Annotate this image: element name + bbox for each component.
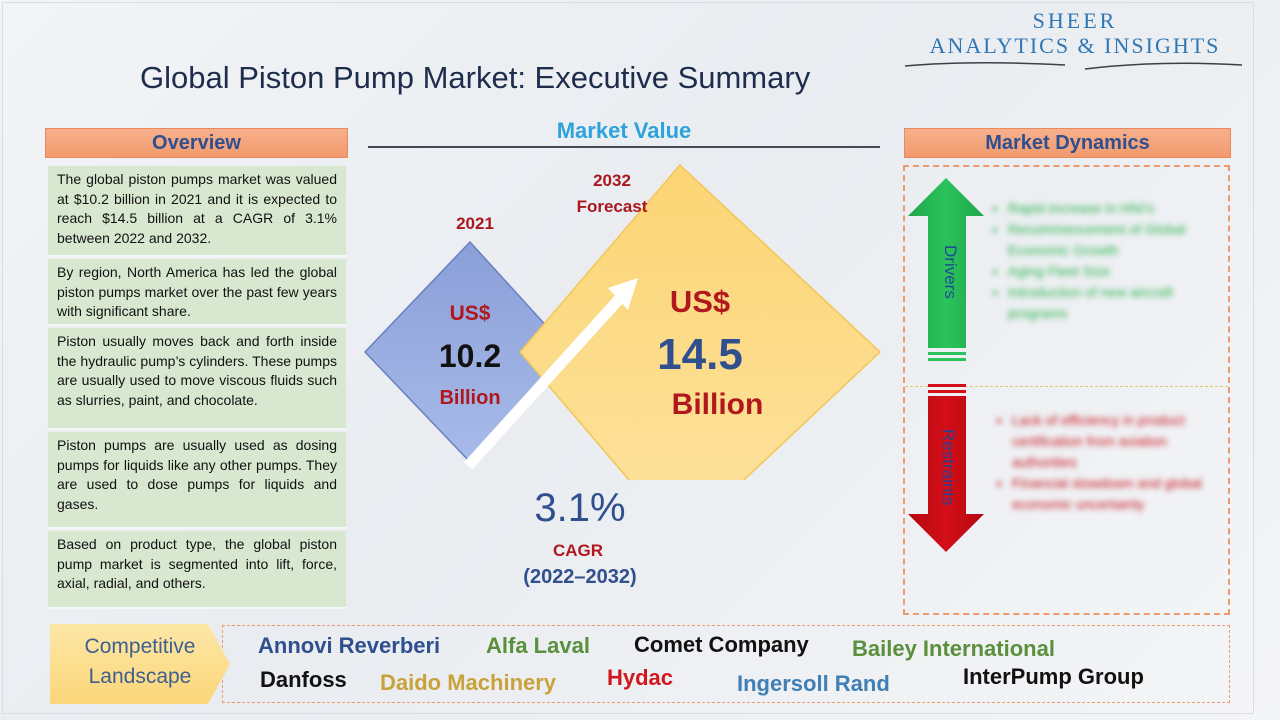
company-name: Comet Company xyxy=(634,632,809,657)
value-2032: 14.5 xyxy=(657,330,743,379)
currency-2021: US$ xyxy=(449,302,491,325)
value-2021: 10.2 xyxy=(438,338,502,374)
company-name: Annovi Reverberi xyxy=(258,633,441,658)
restraint-item: Financial slowdown and global economic u… xyxy=(1012,473,1216,515)
driver-item: Recommencement of Global Economic Growth xyxy=(1008,219,1222,261)
overview-paragraph: Piston pumps are usually used as dosing … xyxy=(48,432,346,529)
diamond-2032 xyxy=(519,163,882,480)
market-value-diagram xyxy=(363,163,882,480)
overview-paragraph: The global piston pumps market was value… xyxy=(48,166,346,257)
company-name: Daido Machinery xyxy=(380,670,557,695)
growth-arrow-head-icon xyxy=(608,278,638,310)
competitive-label-shape xyxy=(50,624,230,704)
market-dynamics-panel xyxy=(903,165,1230,615)
company-name: Alfa Laval xyxy=(486,633,590,658)
logo-line2: ANALYTICS & INSIGHTS xyxy=(929,33,1221,58)
drivers-arrow-up-icon xyxy=(908,178,984,361)
market-dynamics-heading: Market Dynamics xyxy=(904,128,1231,158)
overview-paragraph: By region, North America has led the glo… xyxy=(48,259,346,326)
year-2021-label: 2021 xyxy=(456,214,494,233)
restraints-label: Restraints xyxy=(939,429,958,506)
restraints-list: Lack of efficiency in product certificat… xyxy=(996,410,1216,515)
company-name: InterPump Group xyxy=(963,664,1144,689)
restraint-item: Lack of efficiency in product certificat… xyxy=(1012,410,1216,473)
unit-2021: Billion xyxy=(439,387,501,409)
cagr-period: (2022–2032) xyxy=(523,566,637,588)
overview-paragraph: Piston usually moves back and forth insi… xyxy=(48,328,346,430)
drivers-list: Rapid increase in HNI's Recommencement o… xyxy=(992,198,1222,324)
overview-heading: Overview xyxy=(45,128,348,158)
company-name: Bailey International xyxy=(852,636,1055,661)
competitive-label: Competitive Landscape xyxy=(60,632,220,692)
company-name: Ingersoll Rand xyxy=(737,671,890,696)
market-value-heading: Market Value xyxy=(556,118,692,143)
drivers-label: Drivers xyxy=(941,245,960,299)
dynamics-divider xyxy=(905,386,1228,387)
year-2032-label: 2032 xyxy=(593,171,631,190)
logo-swoosh-icon xyxy=(904,61,1243,70)
growth-arrow-icon xyxy=(463,292,627,470)
market-value-divider xyxy=(368,146,880,148)
page-title: Global Piston Pump Market: Executive Sum… xyxy=(140,60,811,95)
overview-paragraph: Based on product type, the global piston… xyxy=(48,531,346,609)
driver-item: Aging Fleet Size xyxy=(1008,261,1222,282)
logo-line1: SHEER xyxy=(1032,8,1118,33)
company-name: Danfoss xyxy=(260,667,347,692)
currency-2032: US$ xyxy=(669,284,731,319)
competitive-label-line2: Landscape xyxy=(88,665,192,688)
dynamics-arrows xyxy=(908,178,984,552)
restraints-arrow-down-icon xyxy=(908,384,984,552)
company-name: Hydac xyxy=(607,665,674,690)
unit-2032: Billion xyxy=(671,388,764,421)
cagr-label: CAGR xyxy=(552,541,604,560)
competitive-label-line1: Competitive xyxy=(84,635,196,658)
forecast-label: Forecast xyxy=(576,197,648,216)
driver-item: Rapid increase in HNI's xyxy=(1008,198,1222,219)
driver-item: Introduction of new aircraft programs xyxy=(1008,282,1222,324)
cagr-value: 3.1% xyxy=(534,486,626,530)
